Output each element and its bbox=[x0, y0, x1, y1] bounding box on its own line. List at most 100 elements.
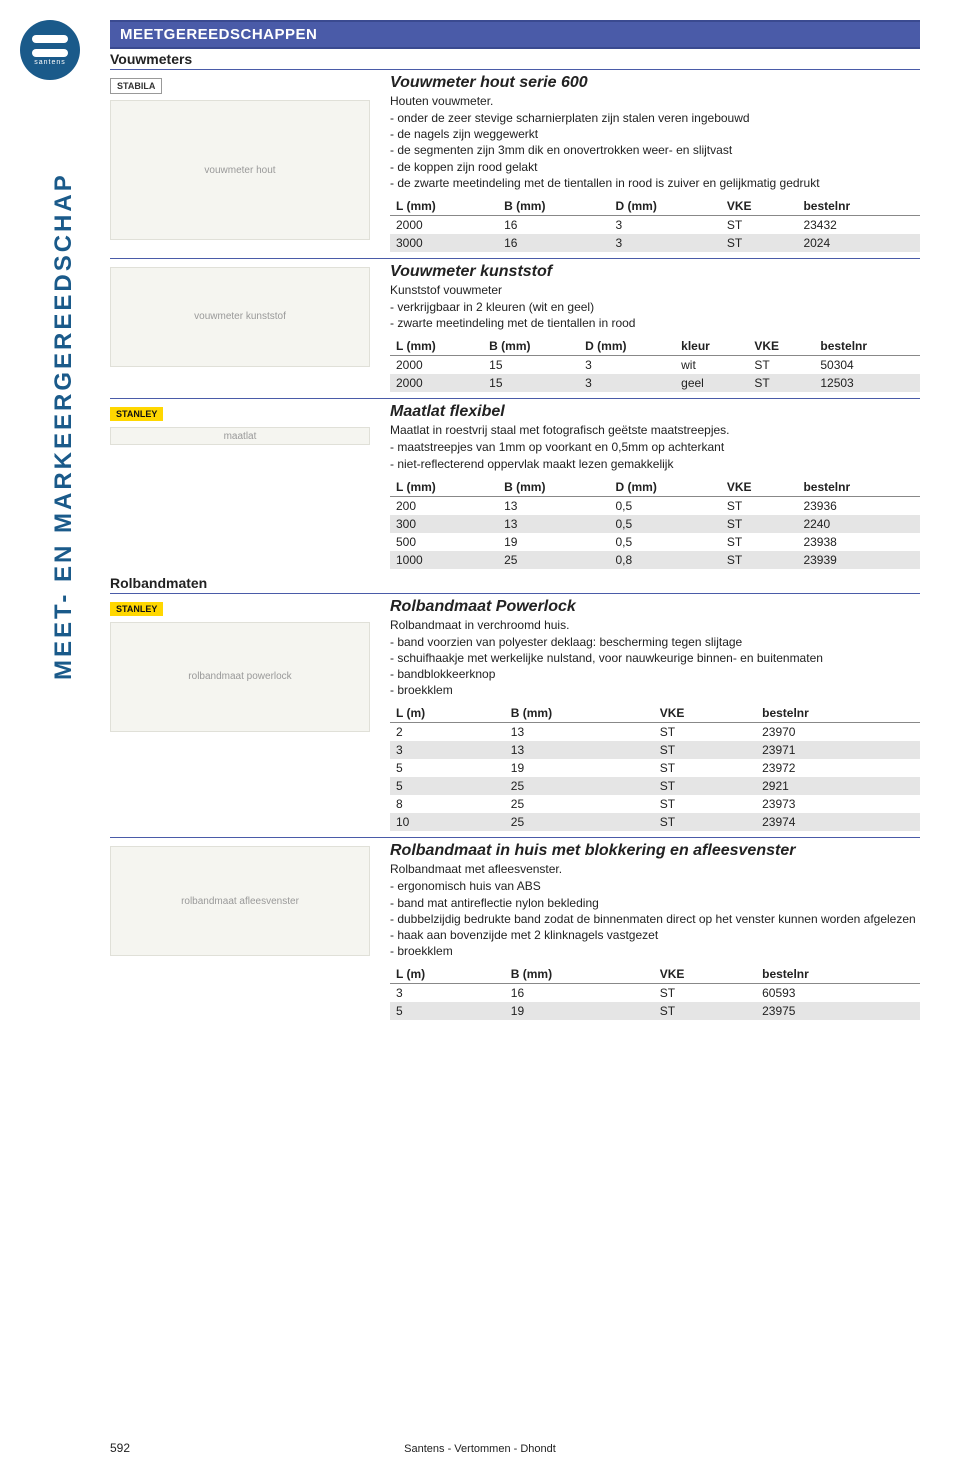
table-cell: 23432 bbox=[797, 215, 920, 234]
table-header: kleur bbox=[675, 337, 748, 356]
product-details: Vouwmeter kunststof Kunststof vouwmeter … bbox=[390, 259, 920, 392]
table-cell: 19 bbox=[505, 1002, 654, 1020]
table-row: 3000163ST2024 bbox=[390, 234, 920, 252]
table-header: L (mm) bbox=[390, 478, 498, 497]
table-header: B (mm) bbox=[505, 965, 654, 984]
table-row: 525ST2921 bbox=[390, 777, 920, 795]
table-header: B (mm) bbox=[498, 197, 609, 216]
table-cell: 5 bbox=[390, 759, 505, 777]
table-row: 1000250,8ST23939 bbox=[390, 551, 920, 569]
table-cell: 3 bbox=[579, 356, 675, 375]
brand-badge-stanley: STANLEY bbox=[110, 407, 163, 421]
product-details: Rolbandmaat Powerlock Rolbandmaat in ver… bbox=[390, 594, 920, 832]
product-title: Rolbandmaat Powerlock bbox=[390, 598, 920, 616]
spec-table: L (mm)B (mm)D (mm)VKEbestelnr200130,5ST2… bbox=[390, 478, 920, 569]
table-header: B (mm) bbox=[498, 478, 609, 497]
table-cell: geel bbox=[675, 374, 748, 392]
product-image-placeholder: vouwmeter kunststof bbox=[110, 267, 370, 367]
table-row: 519ST23972 bbox=[390, 759, 920, 777]
table-cell: wit bbox=[675, 356, 748, 375]
spec-table: L (m)B (mm)VKEbestelnr213ST23970313ST239… bbox=[390, 704, 920, 831]
product-subtitle: Maatlat in roestvrij staal met fotografi… bbox=[390, 423, 920, 437]
table-cell: 60593 bbox=[756, 984, 920, 1003]
table-header: D (mm) bbox=[609, 197, 720, 216]
table-cell: 23936 bbox=[797, 496, 920, 515]
table-cell: ST bbox=[654, 1002, 756, 1020]
table-cell: ST bbox=[654, 984, 756, 1003]
table-cell: 23973 bbox=[756, 795, 920, 813]
table-cell: 15 bbox=[483, 356, 579, 375]
table-header: D (mm) bbox=[609, 478, 720, 497]
table-cell: 23938 bbox=[797, 533, 920, 551]
table-cell: 3 bbox=[390, 984, 505, 1003]
product-image-placeholder: vouwmeter hout bbox=[110, 100, 370, 240]
table-cell: 2240 bbox=[797, 515, 920, 533]
product-image-col: STABILA vouwmeter hout bbox=[110, 70, 390, 252]
table-cell: 300 bbox=[390, 515, 498, 533]
table-cell: ST bbox=[721, 551, 798, 569]
product-title: Vouwmeter kunststof bbox=[390, 263, 920, 281]
table-cell: 13 bbox=[498, 496, 609, 515]
table-header: L (m) bbox=[390, 965, 505, 984]
table-cell: 500 bbox=[390, 533, 498, 551]
page-number: 592 bbox=[110, 1441, 130, 1455]
table-cell: ST bbox=[654, 741, 756, 759]
product-image-placeholder: rolbandmaat afleesvenster bbox=[110, 846, 370, 956]
table-cell: 3 bbox=[609, 234, 720, 252]
table-cell: 1000 bbox=[390, 551, 498, 569]
product-title: Rolbandmaat in huis met blokkering en af… bbox=[390, 842, 920, 860]
brand-logo: santens bbox=[20, 20, 80, 80]
section-label-vouwmeters: Vouwmeters bbox=[110, 51, 920, 70]
table-cell: ST bbox=[721, 215, 798, 234]
table-cell: 12503 bbox=[814, 374, 920, 392]
brand-badge-stanley: STANLEY bbox=[110, 602, 163, 616]
footer-text: Santens - Vertommen - Dhondt bbox=[0, 1443, 960, 1455]
product-image-col: STANLEY rolbandmaat powerlock bbox=[110, 594, 390, 832]
table-cell: 2000 bbox=[390, 215, 498, 234]
spec-table: L (mm)B (mm)D (mm)VKEbestelnr2000163ST23… bbox=[390, 197, 920, 252]
product-row: STANLEY maatlat Maatlat flexibel Maatlat… bbox=[110, 399, 920, 568]
table-cell: ST bbox=[654, 777, 756, 795]
table-header: bestelnr bbox=[797, 478, 920, 497]
product-description: - band voorzien van polyester deklaag: b… bbox=[390, 634, 920, 699]
product-image-col: rolbandmaat afleesvenster bbox=[110, 838, 390, 1020]
table-header: D (mm) bbox=[579, 337, 675, 356]
product-title: Maatlat flexibel bbox=[390, 403, 920, 421]
table-cell: 50304 bbox=[814, 356, 920, 375]
product-image-col: STANLEY maatlat bbox=[110, 399, 390, 568]
table-row: 519ST23975 bbox=[390, 1002, 920, 1020]
table-cell: ST bbox=[748, 374, 814, 392]
table-cell: 16 bbox=[498, 234, 609, 252]
table-cell: ST bbox=[654, 723, 756, 742]
table-cell: 23972 bbox=[756, 759, 920, 777]
category-header: MEETGEREEDSCHAPPEN bbox=[110, 20, 920, 49]
table-cell: 23975 bbox=[756, 1002, 920, 1020]
product-subtitle: Kunststof vouwmeter bbox=[390, 283, 920, 297]
table-row: 213ST23970 bbox=[390, 723, 920, 742]
table-cell: 3000 bbox=[390, 234, 498, 252]
product-row: STABILA vouwmeter hout Vouwmeter hout se… bbox=[110, 70, 920, 252]
table-cell: ST bbox=[654, 759, 756, 777]
table-cell: 23971 bbox=[756, 741, 920, 759]
product-row: STANLEY rolbandmaat powerlock Rolbandmaa… bbox=[110, 594, 920, 832]
product-row: vouwmeter kunststof Vouwmeter kunststof … bbox=[110, 259, 920, 392]
table-cell: ST bbox=[654, 795, 756, 813]
table-cell: 19 bbox=[498, 533, 609, 551]
table-row: 316ST60593 bbox=[390, 984, 920, 1003]
table-cell: 13 bbox=[505, 741, 654, 759]
table-header: VKE bbox=[748, 337, 814, 356]
table-cell: ST bbox=[721, 515, 798, 533]
section-label-rolbandmaten: Rolbandmaten bbox=[110, 575, 920, 594]
product-description: - verkrijgbaar in 2 kleuren (wit en geel… bbox=[390, 299, 920, 331]
table-cell: 5 bbox=[390, 777, 505, 795]
product-description: - onder de zeer stevige scharnierplaten … bbox=[390, 110, 920, 191]
product-subtitle: Rolbandmaat in verchroomd huis. bbox=[390, 618, 920, 632]
table-cell: 2 bbox=[390, 723, 505, 742]
brand-badge-stabila: STABILA bbox=[110, 78, 162, 94]
sidebar: santens MEET- EN MARKEERGEREEDSCHAP bbox=[0, 0, 100, 1470]
table-row: 2000163ST23432 bbox=[390, 215, 920, 234]
product-title: Vouwmeter hout serie 600 bbox=[390, 74, 920, 92]
table-header: bestelnr bbox=[756, 704, 920, 723]
table-cell: 16 bbox=[498, 215, 609, 234]
table-row: 1025ST23974 bbox=[390, 813, 920, 831]
